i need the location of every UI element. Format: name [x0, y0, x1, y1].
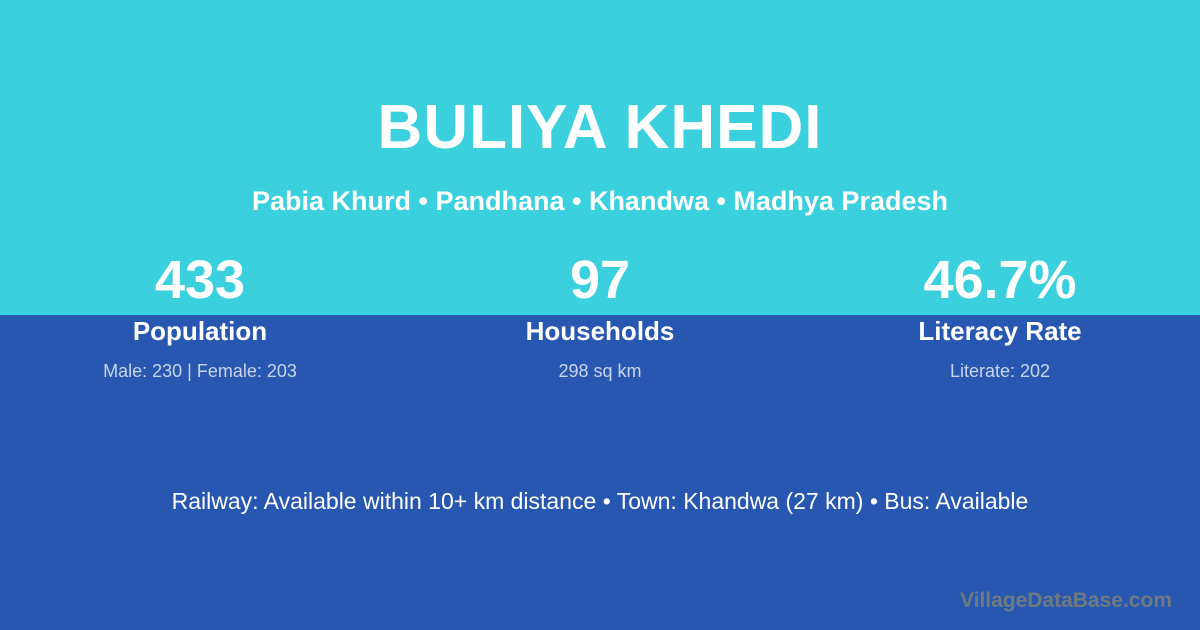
- households-label: Households: [525, 316, 675, 346]
- watermark: VillageDataBase.com: [959, 589, 1172, 612]
- bottom-background: [0, 315, 1200, 630]
- stat-households: 97 Households 298 sq km: [400, 248, 800, 383]
- population-label: Population: [132, 316, 268, 346]
- top-background: [0, 0, 1200, 315]
- literacy-label: Literacy Rate: [918, 316, 1082, 346]
- transport-info: Railway: Available within 10+ km distanc…: [171, 488, 1029, 514]
- stat-population: 433 Population Male: 230 | Female: 203: [0, 248, 400, 383]
- population-value: 433: [154, 250, 246, 310]
- village-title: BULIYA KHEDI: [377, 93, 823, 162]
- households-detail: 298 sq km: [558, 361, 642, 381]
- stats-row: 433 Population Male: 230 | Female: 203 9…: [0, 248, 1200, 383]
- literacy-detail: Literate: 202: [949, 361, 1051, 381]
- stat-literacy: 46.7% Literacy Rate Literate: 202: [800, 248, 1200, 383]
- population-detail: Male: 230 | Female: 203: [103, 361, 297, 381]
- literacy-value: 46.7%: [923, 250, 1077, 310]
- location-breadcrumb: Pabia Khurd • Pandhana • Khandwa • Madhy…: [251, 186, 948, 216]
- households-value: 97: [569, 250, 631, 310]
